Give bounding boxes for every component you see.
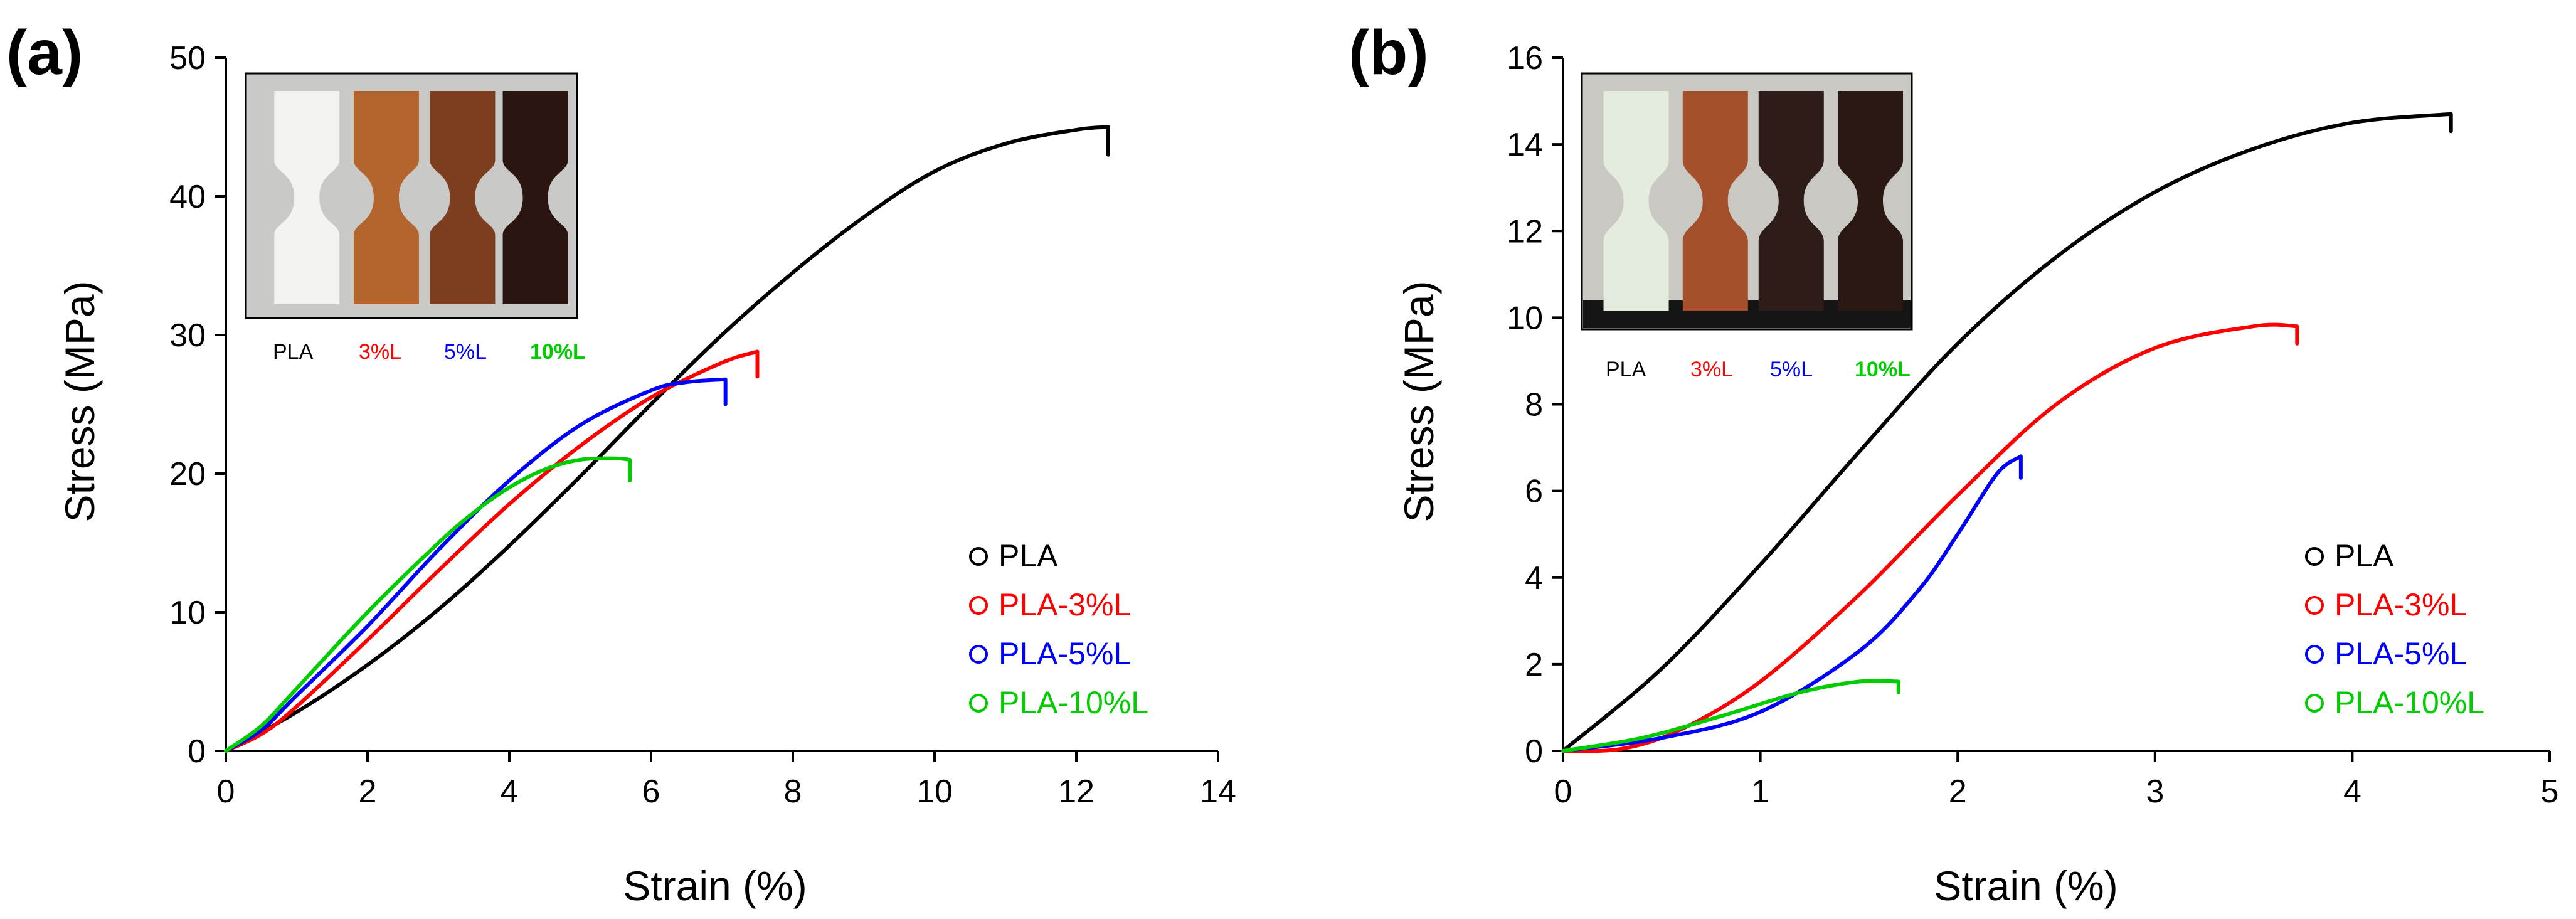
legend-marker (2305, 596, 2324, 615)
legend-entry: PLA (2335, 538, 2394, 573)
y-tick-label: 40 (169, 179, 206, 215)
inset-label: 10%L (530, 340, 586, 364)
tensile-specimen (430, 91, 496, 304)
panel-b-label: (b) (1349, 18, 1429, 88)
legend-marker (2305, 645, 2324, 664)
legend-entry: PLA-5%L (2335, 636, 2467, 671)
y-tick-label: 14 (1507, 127, 1543, 163)
panel-a-inset-photo: PLA 3%L 5%L 10%L (245, 72, 586, 364)
inset-label: 5%L (444, 340, 487, 364)
x-tick-label: 4 (501, 773, 519, 810)
y-tick-label: 0 (1525, 733, 1543, 770)
legend-entry: PLA-5%L (999, 636, 1131, 671)
y-tick-label: 0 (188, 733, 206, 770)
series-line-pla-5pctl (1561, 454, 2023, 753)
legend-entry: PLA-10%L (2335, 685, 2484, 720)
x-tick-label: 2 (1949, 773, 1967, 810)
x-tick-label: 1 (1751, 773, 1769, 810)
tensile-specimen (1682, 91, 1748, 311)
x-tick-label: 3 (2146, 773, 2164, 810)
y-tick-label: 10 (1507, 300, 1543, 336)
series-line-pla-3pctl (1561, 322, 2299, 753)
tensile-specimen (274, 91, 340, 304)
series-line-pla (1561, 112, 2453, 753)
x-tick-label: 4 (2343, 773, 2361, 810)
inset-label: 3%L (359, 340, 401, 364)
y-tick-label: 4 (1525, 560, 1543, 597)
legend-marker (969, 596, 988, 615)
series-line-pla-5pctl (224, 377, 728, 753)
panel-b-series (1561, 112, 2453, 753)
panel-a-legend: PLA PLA-3%L PLA-5%L PLA-10%L (969, 538, 1148, 720)
panel-b-inset-photo: PLA 3%L 5%L 10%L (1581, 72, 1913, 381)
inset-label: 10%L (1855, 358, 1911, 381)
tensile-specimen (353, 91, 419, 304)
y-tick-label: 50 (169, 40, 206, 77)
series-line-pla-10pctl (1561, 679, 1900, 753)
x-tick-label: 10 (916, 773, 953, 810)
panel-a-series (224, 125, 1110, 753)
y-tick-label: 10 (169, 595, 206, 631)
legend-marker (2305, 694, 2324, 713)
tensile-specimen (502, 91, 568, 304)
panel-a: (a) 0 2 4 6 8 10 12 14 0 10 20 30 40 50 PLA 3%L 5%L 10%L… (6, 18, 1236, 909)
legend-marker (969, 694, 988, 713)
legend-entry: PLA-3%L (2335, 587, 2467, 622)
series-line-pla-3pctl (224, 349, 760, 753)
x-tick-label: 14 (1200, 773, 1236, 810)
tensile-specimen (1838, 91, 1904, 311)
inset-label: 3%L (1690, 358, 1733, 381)
inset-label: 5%L (1770, 358, 1813, 381)
x-tick-label: 8 (784, 773, 802, 810)
legend-entry: PLA-3%L (999, 587, 1131, 622)
legend-entry: PLA (999, 538, 1058, 573)
inset-label: PLA (1606, 358, 1646, 381)
x-tick-label: 5 (2541, 773, 2559, 810)
series-line-pla-10pctl (224, 456, 632, 753)
panel-b-xlabel: Strain (%) (1934, 863, 2118, 909)
legend-marker (969, 645, 988, 664)
panel-a-axes: 0 2 4 6 8 10 12 14 0 10 20 30 40 50 (169, 40, 1236, 810)
panel-b-ylabel: Stress (MPa) (1396, 280, 1442, 522)
x-tick-label: 6 (642, 773, 660, 810)
x-tick-label: 0 (1554, 773, 1572, 810)
y-tick-label: 16 (1507, 40, 1543, 77)
y-tick-label: 20 (169, 456, 206, 492)
y-tick-label: 2 (1525, 647, 1543, 683)
tensile-specimen (1603, 91, 1669, 311)
tensile-specimen (1758, 91, 1824, 311)
legend-entry: PLA-10%L (999, 685, 1148, 720)
legend-marker (969, 547, 988, 566)
y-tick-label: 8 (1525, 387, 1543, 423)
panel-a-xlabel: Strain (%) (623, 863, 807, 909)
panel-a-label: (a) (6, 18, 83, 88)
inset-label: PLA (273, 340, 314, 364)
y-tick-label: 6 (1525, 474, 1543, 510)
y-tick-label: 30 (169, 317, 206, 354)
x-tick-label: 12 (1058, 773, 1095, 810)
legend-marker (2305, 547, 2324, 566)
y-tick-label: 12 (1507, 213, 1543, 250)
x-tick-label: 2 (359, 773, 377, 810)
x-tick-label: 0 (217, 773, 235, 810)
panel-b-legend: PLA PLA-3%L PLA-5%L PLA-10%L (2305, 538, 2484, 720)
panel-a-ylabel: Stress (MPa) (56, 280, 103, 522)
